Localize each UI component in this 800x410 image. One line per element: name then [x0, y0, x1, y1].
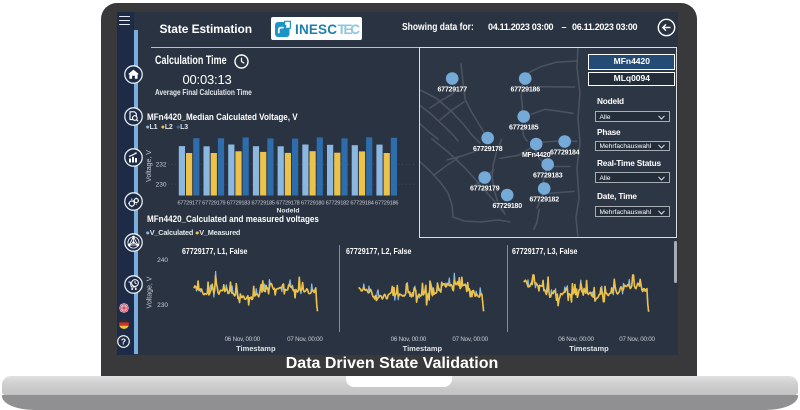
svg-text:67729178: 67729178 — [472, 146, 502, 153]
svg-text:67729179: 67729179 — [469, 186, 499, 193]
svg-text:230: 230 — [156, 181, 167, 188]
svg-text:67729183: 67729183 — [532, 173, 562, 180]
svg-text:67729178: 67729178 — [276, 201, 299, 207]
svg-text:232: 232 — [156, 162, 167, 169]
svg-text:67729182: 67729182 — [326, 201, 349, 207]
svg-text:67729186: 67729186 — [375, 201, 398, 207]
svg-text:67729180: 67729180 — [301, 201, 324, 207]
svg-text:67729182: 67729182 — [529, 197, 559, 204]
svg-text:NodeId: NodeId — [276, 208, 299, 215]
svg-text:67729183: 67729183 — [227, 201, 250, 207]
svg-text:INESC: INESC — [295, 22, 337, 37]
svg-text:67729179: 67729179 — [202, 201, 225, 207]
svg-text:67729177: 67729177 — [177, 201, 200, 207]
svg-text:67729185: 67729185 — [508, 125, 538, 132]
svg-text:?: ? — [121, 337, 126, 347]
svg-text:67729185: 67729185 — [252, 201, 275, 207]
svg-text:67729180: 67729180 — [492, 203, 522, 210]
svg-text:67729184: 67729184 — [350, 201, 373, 207]
svg-text:67729186: 67729186 — [510, 87, 540, 94]
svg-text:67729177: 67729177 — [437, 87, 467, 94]
svg-text:TEC: TEC — [338, 22, 361, 37]
svg-text:67729184: 67729184 — [549, 150, 579, 157]
svg-text:Voltage, V: Voltage, V — [146, 150, 153, 182]
svg-text:MFn4420: MFn4420 — [521, 152, 550, 159]
